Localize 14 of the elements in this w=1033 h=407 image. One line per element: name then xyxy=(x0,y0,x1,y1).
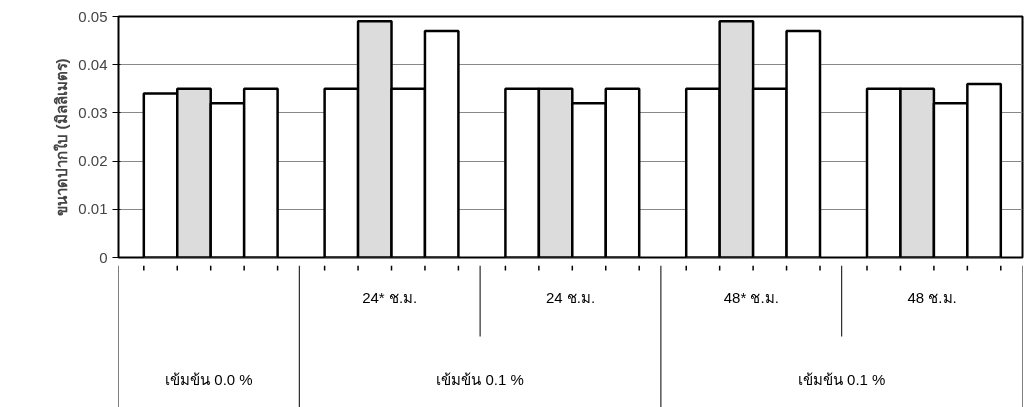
x-tick-label: 48 ช.ม. xyxy=(907,288,957,306)
x-tick-label: 48* ช.ม. xyxy=(723,288,779,306)
text: เข้มข้น 0.0 % xyxy=(165,370,253,388)
text: เข้มข้น 0.1 % xyxy=(797,370,886,388)
y-tick-label: 0.02 xyxy=(78,152,108,170)
y-axis-title: ขนาดปากใบ (มิลลิเมตร) xyxy=(53,58,71,216)
text: เข้มข้น 0.1 % xyxy=(436,370,524,388)
y-tick-label: 0.04 xyxy=(78,55,108,73)
y-tick-label: 0.05 xyxy=(78,7,108,25)
y-tick-label: 0 xyxy=(99,248,108,266)
x-tick-label: 24* ช.ม. xyxy=(362,288,418,306)
y-tick-label: 0.03 xyxy=(78,103,108,121)
y-tick-label: 0.01 xyxy=(78,200,108,218)
x-tick-label: 24 ช.ม. xyxy=(545,288,596,306)
